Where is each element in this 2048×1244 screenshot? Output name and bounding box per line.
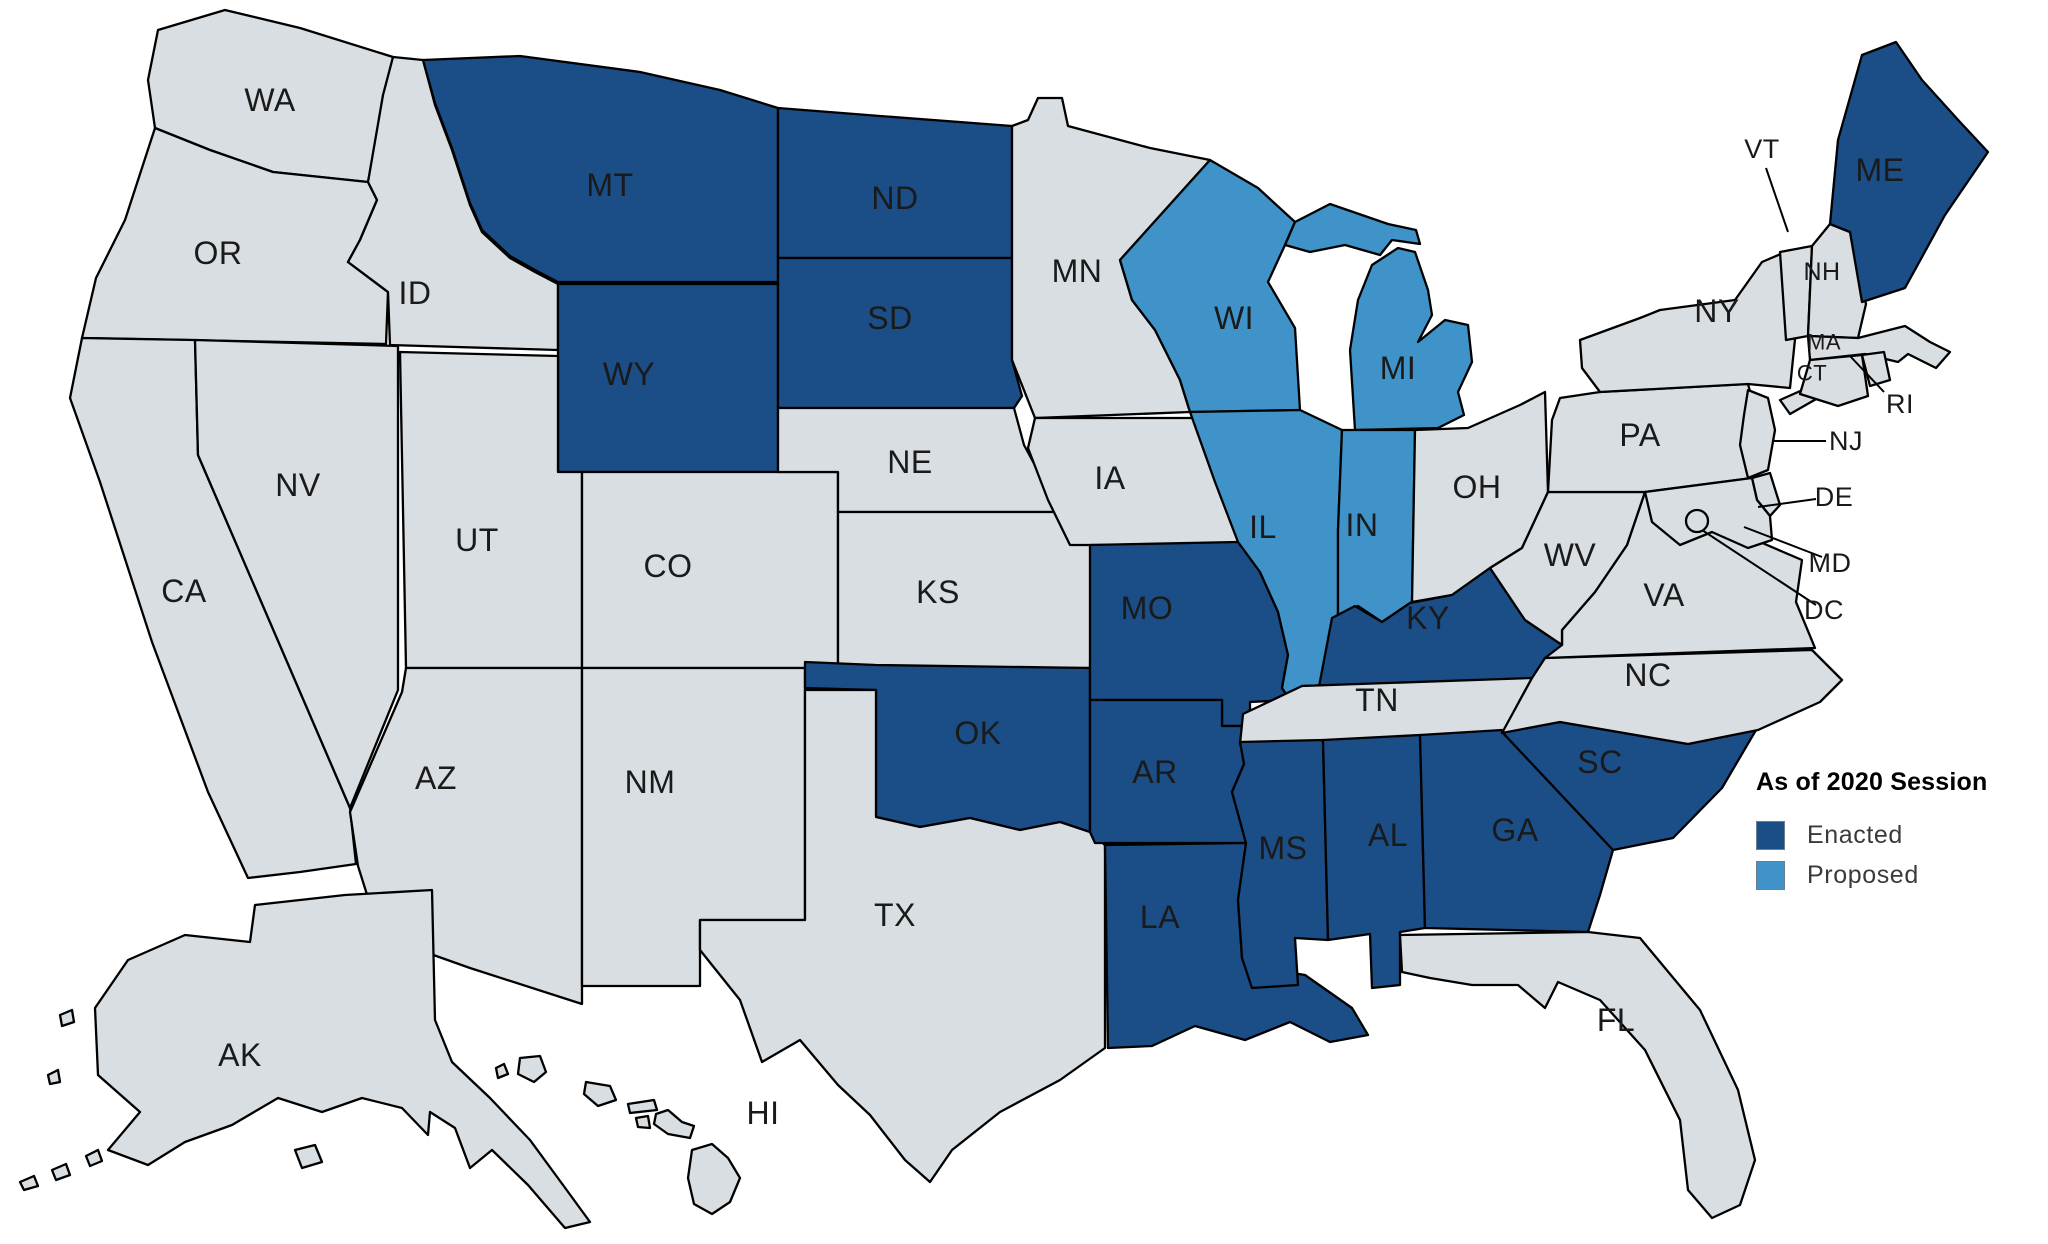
state-shape-hi — [686, 1142, 742, 1216]
state-label-hi: HI — [747, 1095, 780, 1131]
state-shape-ak — [58, 1008, 76, 1028]
state-shape-hi — [626, 1098, 659, 1115]
state-shape-pa — [1546, 382, 1760, 494]
state-hi — [494, 1054, 742, 1216]
state-wy — [556, 282, 780, 474]
state-shape-nd — [776, 106, 1014, 260]
state-label-dc: DC — [1804, 595, 1844, 625]
state-sd — [776, 256, 1024, 410]
state-shape-md — [1643, 476, 1774, 550]
legend-item-label-enacted: Enacted — [1807, 821, 1903, 849]
state-shape-in — [1336, 428, 1417, 630]
state-shape-ct — [1798, 353, 1870, 408]
state-shape-ny — [1578, 248, 1804, 394]
state-ct — [1798, 353, 1870, 408]
leader-line-de — [1757, 498, 1817, 508]
state-tx — [698, 688, 1107, 1184]
state-ms — [1230, 738, 1330, 990]
state-shape-co — [580, 470, 840, 670]
state-shape-ak — [293, 1143, 324, 1170]
state-shape-ak — [84, 1148, 104, 1168]
enacted-color-swatch — [1756, 821, 1785, 850]
state-shape-ga — [1418, 728, 1615, 934]
state-shape-ak — [18, 1174, 40, 1192]
state-shape-ut — [398, 350, 584, 670]
state-shape-wy — [556, 282, 780, 474]
state-wv — [1488, 490, 1647, 647]
state-mt — [421, 54, 780, 284]
legend: As of 2020 Session Enacted Proposed — [1756, 768, 1987, 901]
state-shape-ms — [1230, 738, 1330, 990]
state-label-de: DE — [1815, 482, 1854, 512]
state-shape-mt — [421, 54, 780, 284]
state-shape-hi — [516, 1054, 548, 1084]
state-md — [1643, 476, 1774, 550]
state-shape-nv — [193, 338, 400, 810]
state-shape-wv — [1488, 490, 1647, 647]
state-nj — [1738, 388, 1777, 480]
state-shape-vt — [1778, 244, 1814, 342]
state-shape-me — [1828, 40, 1990, 304]
state-co — [580, 470, 840, 670]
state-shape-fl — [1398, 930, 1757, 1220]
legend-item-enacted: Enacted — [1756, 821, 1987, 850]
state-shape-nj — [1738, 388, 1777, 480]
state-shape-ak — [50, 1162, 72, 1182]
leader-line-ri — [1849, 355, 1885, 393]
state-ak — [18, 888, 592, 1230]
state-shape-ks — [836, 510, 1094, 670]
state-vt — [1778, 244, 1814, 342]
state-label-nj: NJ — [1829, 426, 1863, 456]
legend-item-proposed: Proposed — [1756, 861, 1987, 890]
state-fl — [1398, 930, 1757, 1220]
state-nd — [776, 106, 1014, 260]
state-ut — [398, 350, 584, 670]
state-dc — [1684, 508, 1710, 534]
state-me — [1828, 40, 1990, 304]
state-shape-mi — [1348, 246, 1474, 432]
legend-item-label-proposed: Proposed — [1807, 861, 1919, 889]
state-shape-sd — [776, 256, 1024, 410]
state-shape-hi — [582, 1080, 618, 1108]
legend-title: As of 2020 Session — [1756, 768, 1988, 796]
state-in — [1336, 428, 1417, 630]
proposed-color-swatch — [1756, 861, 1785, 890]
state-ga — [1418, 728, 1615, 934]
state-shape-mi — [1283, 202, 1422, 257]
state-nv — [193, 338, 400, 810]
state-label-vt: VT — [1744, 134, 1780, 164]
leader-line-dc — [1701, 529, 1817, 606]
state-shape-hi — [494, 1062, 510, 1080]
state-shape-hi — [652, 1108, 696, 1140]
state-mi — [1283, 202, 1474, 432]
state-shape-ak — [46, 1068, 62, 1086]
state-label-md: MD — [1809, 548, 1852, 578]
state-nc — [1500, 648, 1844, 746]
state-shape-hi — [634, 1114, 652, 1130]
state-shape-dc — [1684, 508, 1710, 534]
state-shape-ak — [93, 888, 592, 1230]
state-label-ri: RI — [1886, 389, 1914, 419]
state-shape-tx — [698, 688, 1107, 1184]
state-ks — [836, 510, 1094, 670]
leader-line-vt — [1765, 167, 1789, 233]
leader-line-md — [1743, 526, 1823, 558]
state-shape-nc — [1500, 648, 1844, 746]
state-pa — [1546, 382, 1760, 494]
